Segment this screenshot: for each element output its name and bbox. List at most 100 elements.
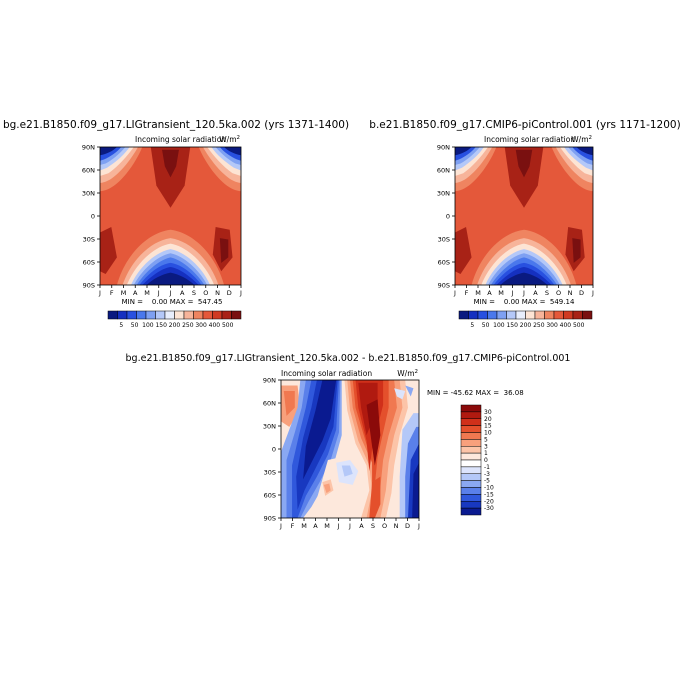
colorbar-label: 50 bbox=[482, 322, 490, 329]
x-tick-label: D bbox=[405, 522, 410, 530]
colorbar-label: 400 bbox=[560, 322, 572, 329]
colorbar-swatch bbox=[174, 310, 185, 320]
colorbar-swatch bbox=[164, 310, 175, 320]
x-tick-label: N bbox=[215, 289, 220, 297]
x-tick-label: M bbox=[324, 522, 330, 530]
colorbar-label: -15 bbox=[484, 491, 494, 498]
x-tick-label: F bbox=[465, 289, 469, 297]
colorbar-swatch bbox=[460, 487, 482, 495]
x-tick-label: J bbox=[348, 522, 351, 530]
panel-3-field bbox=[281, 380, 419, 518]
colorbar-swatch bbox=[460, 452, 482, 461]
colorbar-swatch bbox=[460, 507, 482, 516]
x-tick-label: O bbox=[203, 289, 208, 297]
colorbar-swatch bbox=[183, 310, 194, 320]
x-tick-label: N bbox=[568, 289, 573, 297]
colorbar-label: -1 bbox=[484, 464, 490, 471]
colorbar-label: 0 bbox=[484, 457, 488, 464]
x-tick-label: F bbox=[110, 289, 114, 297]
y-tick-label: 90N bbox=[437, 144, 450, 152]
panel-1-y-axis: 90N 60N 30N 0 30S 60S 90S bbox=[82, 144, 100, 290]
y-tick-label: 60S bbox=[438, 259, 450, 267]
y-tick-label: 0 bbox=[272, 446, 276, 454]
y-tick-label: 30N bbox=[82, 190, 95, 198]
x-tick-label: J bbox=[239, 289, 242, 297]
panel-2-y-axis: 90N 60N 30N 0 30S 60S 90S bbox=[437, 144, 455, 290]
colorbar-swatch bbox=[477, 310, 488, 320]
panel-2-colorbar: 5 50 100 150 200 250 300 400 500 bbox=[458, 310, 593, 329]
colorbar-swatch bbox=[231, 310, 242, 320]
panel-1-units: W/m2 bbox=[219, 135, 240, 144]
colorbar-label: 250 bbox=[533, 322, 545, 329]
colorbar-label: -10 bbox=[484, 485, 494, 492]
colorbar-label: 200 bbox=[169, 322, 181, 329]
colorbar-swatch bbox=[460, 404, 482, 413]
colorbar-label: 10 bbox=[484, 430, 492, 437]
panel-3-stats: MIN = -45.62 MAX = 36.08 bbox=[427, 389, 524, 397]
y-tick-label: 90N bbox=[263, 377, 276, 385]
colorbar-label: 1 bbox=[484, 450, 488, 457]
panel-3-y-axis: 90N 60N 30N 0 30S 60S 90S bbox=[263, 377, 281, 523]
x-tick-label: J bbox=[511, 289, 514, 297]
y-tick-label: 30N bbox=[263, 423, 276, 431]
panel-1-subtitle: Incoming solar radiation bbox=[135, 135, 226, 144]
colorbar-swatch bbox=[460, 473, 482, 481]
y-tick-label: 0 bbox=[446, 213, 450, 221]
x-tick-label: M bbox=[498, 289, 504, 297]
colorbar-swatch bbox=[202, 310, 213, 320]
x-tick-label: A bbox=[359, 522, 364, 530]
colorbar-swatch bbox=[534, 310, 545, 320]
panel-3: bg.e21.B1850.f09_g17.LIGtransient_120.5k… bbox=[126, 353, 571, 530]
colorbar-label: -30 bbox=[484, 505, 494, 512]
y-tick-label: 60N bbox=[82, 167, 95, 175]
colorbar-swatch bbox=[460, 439, 482, 447]
colorbar-swatch bbox=[155, 310, 166, 320]
colorbar-swatch bbox=[460, 425, 482, 433]
colorbar-label: 50 bbox=[131, 322, 139, 329]
x-tick-label: S bbox=[192, 289, 196, 297]
x-tick-label: O bbox=[382, 522, 387, 530]
y-tick-label: 30N bbox=[437, 190, 450, 198]
colorbar-swatch bbox=[460, 466, 482, 474]
colorbar-swatch bbox=[460, 494, 482, 502]
colorbar-label: 30 bbox=[484, 409, 492, 416]
colorbar-swatch bbox=[460, 501, 482, 509]
colorbar-label: 20 bbox=[484, 416, 492, 423]
colorbar-swatch bbox=[145, 310, 156, 320]
x-tick-label: J bbox=[453, 289, 456, 297]
x-tick-label: J bbox=[169, 289, 172, 297]
colorbar-swatch bbox=[117, 310, 128, 320]
x-tick-label: S bbox=[371, 522, 375, 530]
x-tick-label: M bbox=[121, 289, 127, 297]
colorbar-swatch bbox=[460, 432, 482, 440]
colorbar-swatch bbox=[460, 480, 482, 488]
colorbar-label: 100 bbox=[493, 322, 505, 329]
x-tick-label: J bbox=[279, 522, 282, 530]
colorbar-swatch bbox=[193, 310, 204, 320]
colorbar-swatch bbox=[544, 310, 555, 320]
panel-1-plot bbox=[99, 146, 242, 286]
colorbar-label: 100 bbox=[142, 322, 154, 329]
colorbar-swatch bbox=[506, 310, 517, 320]
y-tick-label: 90S bbox=[264, 515, 276, 523]
x-tick-label: J bbox=[522, 289, 525, 297]
colorbar-swatch bbox=[525, 310, 536, 320]
colorbar-swatch bbox=[582, 310, 593, 320]
x-tick-label: O bbox=[556, 289, 561, 297]
x-tick-label: N bbox=[394, 522, 399, 530]
panel-2-subtitle: Incoming solar radiation bbox=[484, 135, 575, 144]
colorbar-label: 15 bbox=[484, 423, 492, 430]
y-tick-label: 60S bbox=[83, 259, 95, 267]
x-tick-label: J bbox=[591, 289, 594, 297]
panel-2-field bbox=[455, 147, 593, 285]
panel-1: bg.e21.B1850.f09_g17.LIGtransient_120.5k… bbox=[3, 119, 349, 329]
colorbar-label: 3 bbox=[484, 443, 488, 450]
colorbar-label: 5 bbox=[119, 322, 123, 329]
x-tick-label: M bbox=[475, 289, 481, 297]
x-tick-label: D bbox=[579, 289, 584, 297]
colorbar-swatch bbox=[468, 310, 479, 320]
colorbar-label: 250 bbox=[182, 322, 194, 329]
